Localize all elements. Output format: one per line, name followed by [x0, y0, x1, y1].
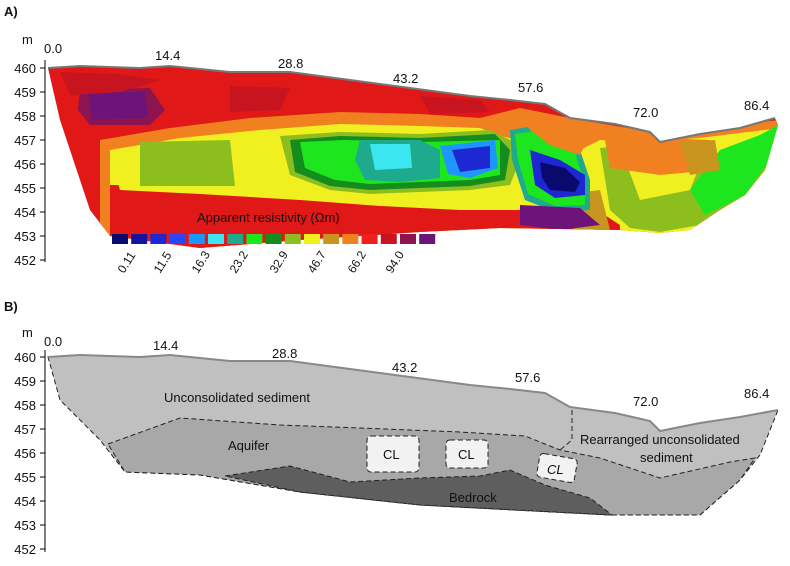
panel-b: B) m 460 459 458 457 456 455 454 453 452	[4, 299, 779, 557]
legend-title: Apparent resistivity (Ωm)	[197, 210, 340, 225]
panel-b-label: B)	[4, 299, 18, 314]
cl-lens-1	[366, 435, 420, 473]
label-cl-1: CL	[383, 447, 400, 462]
panel-a-distance-57: 57.6	[518, 80, 543, 95]
panel-a-label: A)	[4, 4, 18, 19]
panel-b-distance-0: 0.0	[44, 334, 62, 349]
panel-b-tick-459: 459	[14, 374, 36, 389]
legend-swatch	[265, 234, 282, 244]
panel-a-tick-453: 453	[14, 229, 36, 244]
legend-swatch	[342, 234, 359, 244]
panel-a-distance-0: 0.0	[44, 41, 62, 56]
legend-label-5: 46.7	[305, 248, 329, 276]
panel-b-distance-28: 28.8	[272, 346, 297, 361]
label-aquifer: Aquifer	[228, 438, 270, 453]
panel-a-tick-452: 452	[14, 253, 36, 268]
cl-lens-2	[445, 439, 489, 469]
panel-b-unit: m	[22, 325, 33, 340]
panel-a-distance-14: 14.4	[155, 48, 180, 63]
legend-swatch	[169, 234, 186, 244]
rearranged-boundary	[559, 410, 573, 451]
panel-b-elevation-axis: 460 459 458 457 456 455 454 453 452	[14, 350, 46, 557]
legend-label-4: 32.9	[267, 248, 291, 276]
panel-a-distance-72: 72.0	[633, 105, 658, 120]
legend-label-2: 16.3	[189, 248, 213, 276]
panel-a-tick-455: 455	[14, 181, 36, 196]
legend-swatches	[112, 234, 436, 244]
legend-label-6: 66.2	[345, 248, 369, 276]
legend-swatch	[208, 234, 224, 244]
panel-b-tick-458: 458	[14, 398, 36, 413]
legend-swatch	[246, 234, 263, 244]
bedrock-unit	[224, 465, 614, 516]
label-rearranged-2: sediment	[640, 450, 693, 465]
panel-a-tick-457: 457	[14, 133, 36, 148]
panel-b-surface-line	[47, 353, 779, 433]
legend-label-1: 11.5	[151, 249, 175, 276]
panel-b-tick-456: 456	[14, 446, 36, 461]
panel-b-distance-14: 14.4	[153, 338, 178, 353]
legend-swatch	[380, 234, 397, 244]
legend-label-7: 94.0	[383, 248, 407, 276]
legend-swatch	[361, 234, 378, 244]
cl-lens-3	[536, 453, 578, 483]
panel-b-tick-454: 454	[14, 494, 36, 509]
panel-a-distance-43: 43.2	[393, 71, 418, 86]
label-rearranged-1: Rearranged unconsolidated	[580, 432, 740, 447]
label-bedrock: Bedrock	[449, 490, 497, 505]
legend-swatch	[227, 234, 244, 244]
aquifer-unit	[107, 417, 757, 516]
panel-b-tick-460: 460	[14, 350, 36, 365]
legend-swatch	[150, 234, 167, 244]
panel-b-tick-452: 452	[14, 542, 36, 557]
legend-swatch	[419, 234, 436, 244]
legend-label-3: 23.2	[227, 248, 251, 276]
panel-a-tick-456: 456	[14, 157, 36, 172]
legend-swatch	[131, 234, 148, 244]
panel-b-tick-453: 453	[14, 518, 36, 533]
panel-a-tick-454: 454	[14, 205, 36, 220]
legend-swatch	[304, 234, 320, 244]
legend-label-0: 0.11	[115, 249, 139, 276]
panel-b-tick-455: 455	[14, 470, 36, 485]
legend-swatch	[284, 234, 301, 244]
legend-swatch	[323, 234, 340, 244]
panel-a-elevation-axis: 460 459 458 457 456 455 454 453 452	[14, 60, 46, 268]
panel-b-distance-57: 57.6	[515, 370, 540, 385]
panel-a-tick-459: 459	[14, 85, 36, 100]
panel-a-surface-line	[47, 64, 776, 144]
panel-a-distance-28: 28.8	[278, 56, 303, 71]
panel-a-distance-86: 86.4	[744, 98, 769, 113]
label-cl-3: CL	[547, 462, 564, 477]
panel-a-tick-458: 458	[14, 109, 36, 124]
panel-b-distance-72: 72.0	[633, 394, 658, 409]
panel-a: A) m 460 459 458 457 456 455 454 453 452	[4, 4, 778, 276]
label-unconsolidated: Unconsolidated sediment	[164, 390, 310, 405]
legend-swatch	[400, 234, 416, 244]
panel-a-unit: m	[22, 32, 33, 47]
label-cl-2: CL	[458, 447, 475, 462]
panel-b-distance-86: 86.4	[744, 386, 769, 401]
legend-swatch	[112, 234, 128, 244]
legend-swatch	[188, 234, 205, 244]
panel-b-distance-43: 43.2	[392, 360, 417, 375]
panel-a-tick-460: 460	[14, 61, 36, 76]
panel-b-tick-457: 457	[14, 422, 36, 437]
